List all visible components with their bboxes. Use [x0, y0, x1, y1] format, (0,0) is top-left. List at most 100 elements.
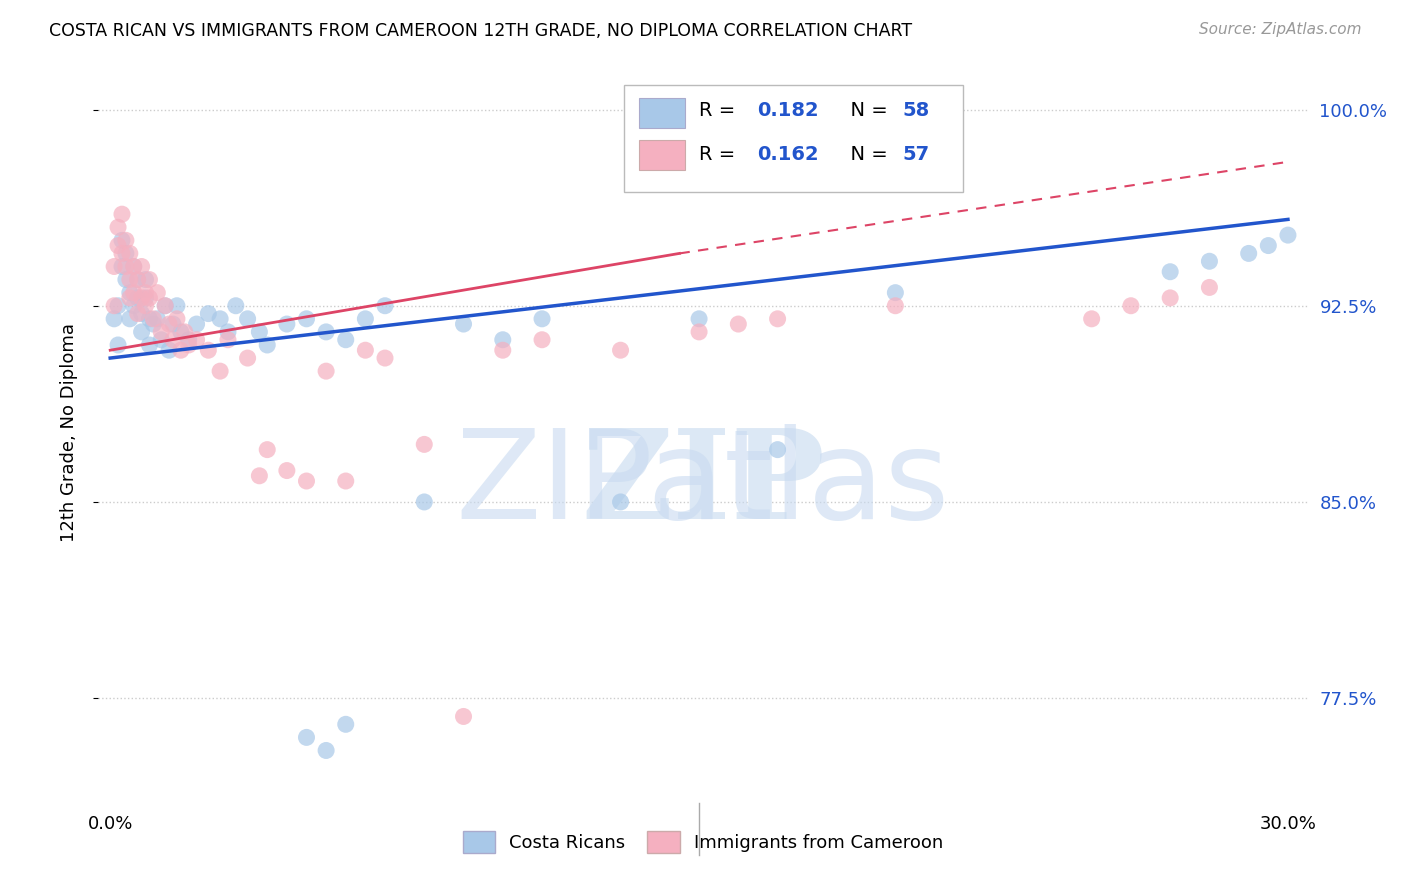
Text: 58: 58 [903, 101, 929, 120]
Point [335, 333, 357, 347]
Point [276, 317, 298, 331]
Text: R =: R = [699, 145, 742, 164]
Point [115, 233, 138, 247]
Point [115, 246, 138, 260]
Point [531, 311, 554, 326]
Legend: Costa Ricans, Immigrants from Cameroon: Costa Ricans, Immigrants from Cameroon [456, 824, 950, 861]
Point [1119, 299, 1142, 313]
Text: ZIPatlas: ZIPatlas [456, 424, 950, 545]
Point [166, 299, 188, 313]
Point [492, 343, 515, 358]
Point [107, 299, 129, 313]
Point [111, 246, 134, 260]
Point [884, 299, 907, 313]
Point [170, 343, 193, 358]
Point [138, 338, 160, 352]
Text: 0.162: 0.162 [758, 145, 820, 164]
Point [236, 311, 259, 326]
Point [103, 311, 125, 326]
Point [247, 325, 270, 339]
Point [727, 317, 749, 331]
Point [127, 291, 149, 305]
Text: ZIP: ZIP [581, 424, 825, 545]
Point [177, 338, 200, 352]
Point [131, 260, 153, 274]
Point [115, 272, 138, 286]
Point [1277, 228, 1299, 243]
Point [295, 474, 318, 488]
Point [688, 311, 710, 326]
Point [884, 285, 907, 300]
Point [217, 325, 239, 339]
Text: COSTA RICAN VS IMMIGRANTS FROM CAMEROON 12TH GRADE, NO DIPLOMA CORRELATION CHART: COSTA RICAN VS IMMIGRANTS FROM CAMEROON … [49, 22, 912, 40]
Point [146, 311, 169, 326]
Text: R =: R = [699, 101, 742, 120]
Point [1159, 265, 1181, 279]
Point [111, 233, 134, 247]
Point [766, 311, 789, 326]
FancyBboxPatch shape [624, 85, 963, 192]
Point [162, 333, 184, 347]
Point [209, 364, 232, 378]
Point [111, 207, 134, 221]
Point [107, 238, 129, 252]
Point [766, 442, 789, 457]
Point [209, 311, 232, 326]
Point [1159, 291, 1181, 305]
Text: 57: 57 [903, 145, 929, 164]
Point [197, 343, 219, 358]
Point [315, 743, 337, 757]
Point [118, 246, 141, 260]
Point [295, 311, 318, 326]
Point [115, 260, 138, 274]
Point [186, 317, 208, 331]
Point [157, 343, 180, 358]
Point [609, 343, 631, 358]
Point [609, 495, 631, 509]
Point [1237, 246, 1260, 260]
Text: Source: ZipAtlas.com: Source: ZipAtlas.com [1198, 22, 1361, 37]
Point [162, 317, 184, 331]
Point [135, 285, 157, 300]
Point [127, 272, 149, 286]
Point [1198, 280, 1220, 294]
Point [107, 338, 129, 352]
Point [166, 311, 188, 326]
Point [256, 338, 278, 352]
Point [118, 291, 141, 305]
Point [1080, 311, 1102, 326]
Point [135, 272, 157, 286]
FancyBboxPatch shape [638, 140, 685, 169]
Point [138, 311, 160, 326]
Point [122, 299, 145, 313]
Point [374, 299, 396, 313]
Point [170, 325, 193, 339]
Point [225, 299, 247, 313]
Y-axis label: 12th Grade, No Diploma: 12th Grade, No Diploma [59, 323, 77, 542]
Point [177, 333, 200, 347]
Point [157, 317, 180, 331]
Point [150, 333, 173, 347]
Point [1257, 238, 1279, 252]
Point [413, 437, 436, 451]
Point [217, 333, 239, 347]
Point [335, 474, 357, 488]
Text: N =: N = [838, 101, 894, 120]
Point [256, 442, 278, 457]
Point [295, 731, 318, 745]
Point [103, 299, 125, 313]
Point [492, 333, 515, 347]
Point [142, 311, 165, 326]
Point [276, 464, 298, 478]
Point [131, 307, 153, 321]
Point [688, 325, 710, 339]
Point [354, 311, 377, 326]
Point [131, 325, 153, 339]
FancyBboxPatch shape [638, 98, 685, 128]
Point [138, 272, 160, 286]
Point [354, 343, 377, 358]
Point [153, 299, 176, 313]
Point [135, 299, 157, 313]
Point [453, 317, 475, 331]
Point [453, 709, 475, 723]
